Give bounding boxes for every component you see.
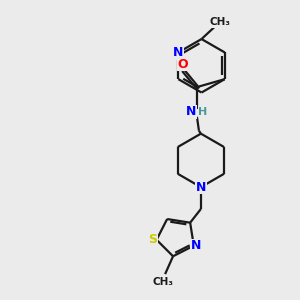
Text: CH₃: CH₃ <box>210 17 231 27</box>
Text: N: N <box>196 181 206 194</box>
Text: H: H <box>198 107 208 117</box>
Text: N: N <box>186 105 196 119</box>
Text: S: S <box>148 233 157 246</box>
Text: N: N <box>173 46 184 59</box>
Text: CH₃: CH₃ <box>153 277 174 287</box>
Text: N: N <box>190 239 201 252</box>
Text: O: O <box>178 58 188 71</box>
